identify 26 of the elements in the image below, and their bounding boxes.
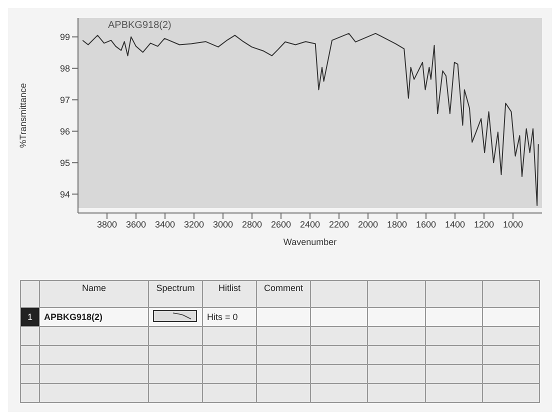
y-tick-label: 99 bbox=[60, 32, 70, 42]
results-table: Name Spectrum Hitlist Comment 1 APBKG918(2) Hits = 0 bbox=[20, 280, 540, 403]
x-tick-label: 3200 bbox=[184, 219, 204, 230]
x-tick-label: 1800 bbox=[386, 219, 408, 230]
series-label: APBKG918(2) bbox=[108, 20, 172, 31]
x-tick-label: 1400 bbox=[444, 219, 466, 230]
x-tick-label: 2800 bbox=[242, 219, 262, 230]
x-tick-label: 1600 bbox=[416, 219, 436, 230]
x-axis-title: Wavenumber bbox=[283, 237, 337, 247]
y-tick-label: 97 bbox=[60, 94, 70, 105]
x-tick-label: 1200 bbox=[474, 219, 494, 230]
x-tick-label: 2200 bbox=[328, 219, 350, 230]
y-tick-label: 96 bbox=[60, 126, 70, 136]
x-tick-label: 3000 bbox=[212, 219, 234, 230]
x-tick-label: 3600 bbox=[126, 219, 146, 230]
y-tick-label: 98 bbox=[60, 64, 70, 74]
x-tick-label: 3400 bbox=[154, 219, 176, 230]
y-axis-title: %Transmittance bbox=[18, 83, 28, 148]
x-tick-label: 3800 bbox=[96, 219, 118, 230]
x-tick-label: 2400 bbox=[300, 219, 320, 230]
line-series bbox=[82, 32, 539, 206]
x-tick-label: 2600 bbox=[270, 219, 292, 230]
x-tick-label: 1000 bbox=[502, 219, 524, 230]
y-tick-label: 94 bbox=[60, 189, 70, 200]
y-tick-label: 95 bbox=[60, 158, 70, 168]
x-tick-label: 2000 bbox=[358, 219, 378, 230]
